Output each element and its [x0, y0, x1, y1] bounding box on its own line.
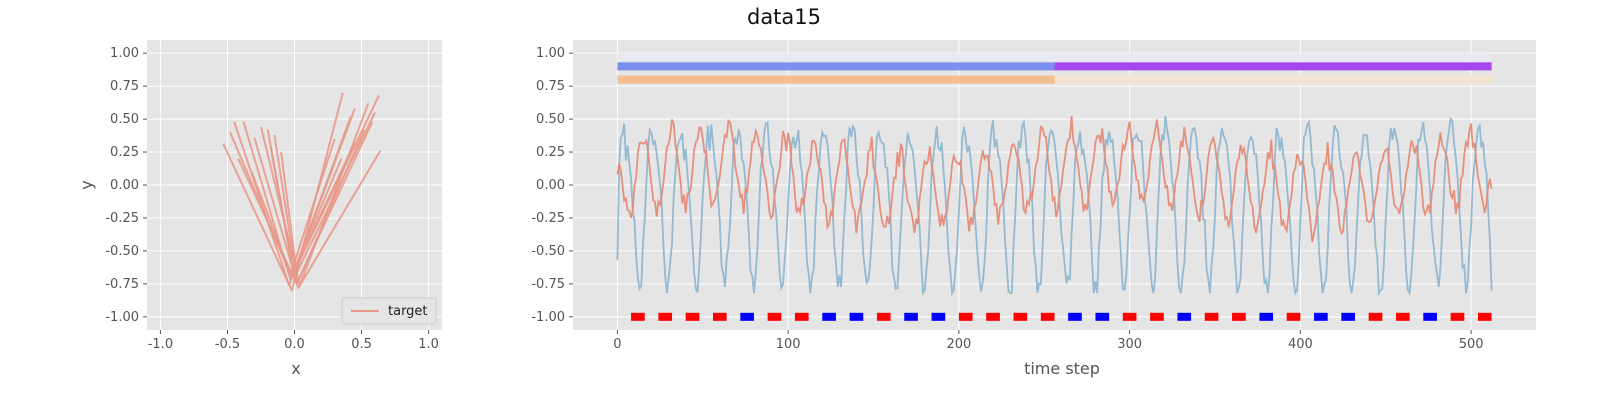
event-marker-red — [1286, 312, 1301, 321]
event-marker-red — [1477, 312, 1492, 321]
right-y-ticks: -1.00 -0.75 -0.50 -0.25 0.00 0.25 0.50 0.75 1.00 — [531, 46, 573, 325]
event-marker-red — [794, 312, 809, 321]
left-y-tick-label: -0.25 — [105, 211, 139, 226]
left-x-tick-label: -0.5 — [215, 337, 240, 352]
event-marker-red — [631, 312, 645, 321]
left-y-tick-label: 0.25 — [110, 145, 139, 160]
left-x-tick-label: 0.5 — [351, 337, 372, 352]
left-y-tick-label: -0.50 — [105, 244, 139, 259]
left-x-tick-label: -1.0 — [148, 337, 173, 352]
right-x-ticks: 0 100 200 300 400 500 — [613, 330, 1484, 352]
event-marker-red — [1013, 312, 1028, 321]
right-x-tick-label: 400 — [1288, 337, 1313, 352]
legend-label: target — [388, 304, 428, 319]
left-y-tick-label: 0.50 — [110, 112, 139, 127]
right-x-tick-label: 300 — [1117, 337, 1142, 352]
target-trajectory — [242, 94, 380, 281]
right-y-tick-label: -1.00 — [531, 310, 565, 325]
event-marker-blue — [1068, 312, 1082, 321]
left-y-tick-label: -1.00 — [105, 310, 139, 325]
right-y-tick-label: 0.25 — [536, 145, 565, 160]
event-marker-red — [713, 312, 727, 321]
bar-3-segment — [617, 75, 1055, 84]
event-marker-red — [1204, 312, 1219, 321]
left-gridlines — [147, 40, 442, 330]
right-y-tick-label: -0.75 — [531, 277, 565, 292]
event-marker-blue — [1095, 312, 1110, 321]
event-marker-blue — [849, 312, 864, 321]
target-trajectory — [222, 92, 344, 292]
right-y-tick-label: 1.00 — [536, 46, 565, 61]
event-marker-red — [658, 312, 673, 321]
event-marker-red — [1368, 312, 1383, 321]
figure-title: data15 — [747, 5, 821, 29]
right-y-tick-label: -0.25 — [531, 211, 565, 226]
target-trajectory — [250, 116, 352, 279]
event-marker-red — [1232, 312, 1246, 321]
event-marker-blue — [822, 312, 836, 321]
right-y-tick-label: 0.00 — [536, 178, 565, 193]
right-x-tick-label: 500 — [1459, 337, 1484, 352]
event-marker-red — [958, 312, 973, 321]
right-y-tick-label: 0.75 — [536, 79, 565, 94]
right-event-markers — [631, 312, 1492, 321]
bar-3-segment — [1054, 75, 1492, 84]
right-y-tick-label: 0.50 — [536, 112, 565, 127]
event-marker-red — [1150, 312, 1164, 321]
event-marker-blue — [1177, 312, 1192, 321]
right-x-axis-label: time step — [1024, 359, 1100, 378]
left-trajectories — [222, 92, 382, 292]
left-y-tick-label: -0.75 — [105, 277, 139, 292]
target-trajectory — [229, 131, 336, 276]
left-x-axis-label: x — [291, 359, 300, 378]
left-y-ticks: -1.00 -0.75 -0.50 -0.25 0.00 0.25 0.50 0.75 1.00 — [105, 46, 147, 325]
left-y-tick-label: 0.00 — [110, 178, 139, 193]
bar-1-segment — [617, 53, 1492, 62]
event-marker-blue — [740, 312, 754, 321]
event-marker-blue — [904, 312, 918, 321]
event-marker-red — [1122, 312, 1137, 321]
right-x-tick-label: 200 — [946, 337, 971, 352]
event-marker-red — [1450, 312, 1465, 321]
bar-2-segment — [1054, 62, 1492, 71]
left-x-ticks: -1.0 -0.5 0.0 0.5 1.0 — [148, 330, 439, 352]
legend-box — [341, 297, 437, 325]
event-marker-blue — [1259, 312, 1274, 321]
left-y-tick-label: 0.75 — [110, 79, 139, 94]
red-signal-line — [616, 116, 1493, 243]
right-x-tick-label: 100 — [776, 337, 801, 352]
event-marker-blue — [931, 312, 946, 321]
bar-2-segment — [617, 62, 1055, 71]
legend: target — [341, 297, 437, 325]
event-marker-blue — [1314, 312, 1328, 321]
right-x-tick-label: 0 — [613, 337, 621, 352]
event-marker-red — [986, 312, 1000, 321]
target-trajectory — [237, 150, 382, 289]
event-marker-blue — [1423, 312, 1437, 321]
event-marker-red — [767, 312, 782, 321]
right-top-bars — [617, 53, 1492, 84]
event-marker-red — [685, 312, 700, 321]
left-x-tick-label: 0.0 — [284, 337, 305, 352]
right-signals — [616, 115, 1493, 297]
event-marker-red — [1040, 312, 1055, 321]
event-marker-blue — [1341, 312, 1356, 321]
event-marker-red — [876, 312, 891, 321]
target-trajectory — [260, 102, 370, 287]
event-marker-red — [1395, 312, 1410, 321]
target-trajectory — [273, 121, 374, 284]
left-y-tick-label: 1.00 — [110, 46, 139, 61]
left-x-tick-label: 1.0 — [418, 337, 439, 352]
left-y-axis-label: y — [77, 180, 96, 189]
right-y-tick-label: -0.50 — [531, 244, 565, 259]
